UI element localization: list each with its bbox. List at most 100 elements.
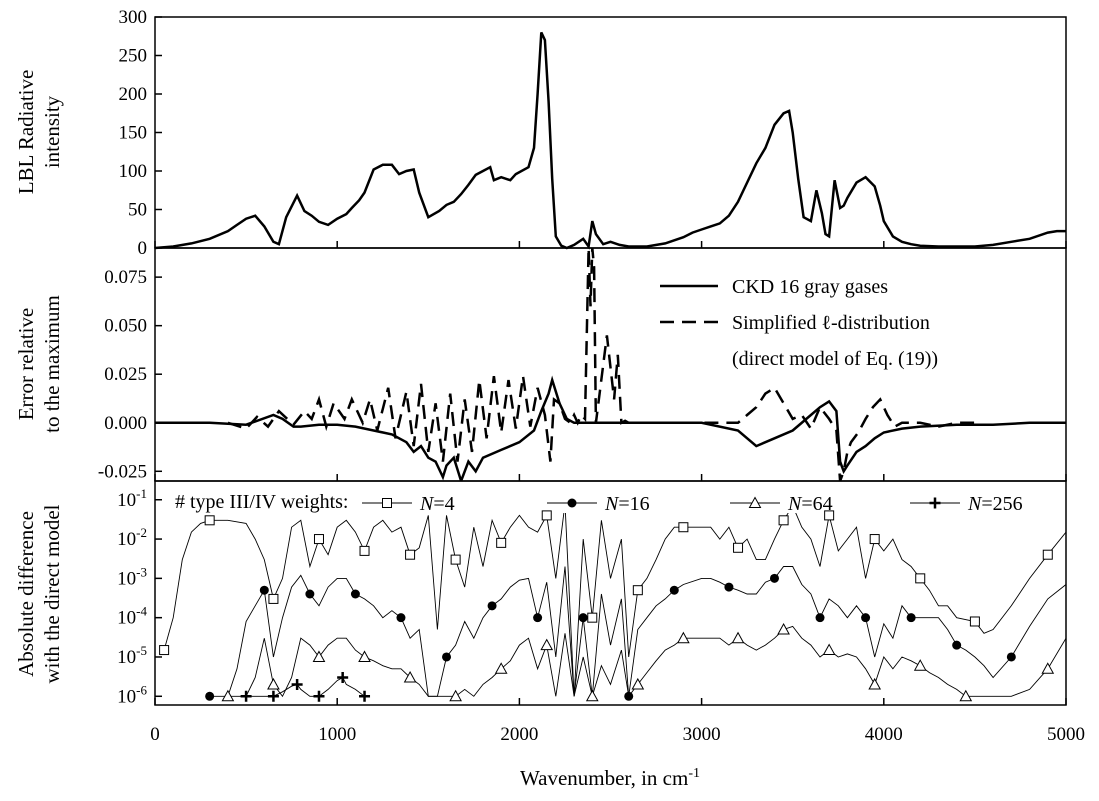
series-n16-line bbox=[209, 566, 1066, 697]
legend-n4-marker bbox=[382, 498, 392, 508]
panel-3-ylabel: Absolute differencewith the direct model bbox=[14, 504, 64, 683]
legend-simplified-label: Simplified ℓ-distribution bbox=[732, 312, 930, 334]
series-n4-marker bbox=[159, 645, 170, 656]
series-n64-marker bbox=[822, 643, 836, 656]
panel-1-ytick-label: 100 bbox=[119, 161, 148, 182]
series-n64-marker bbox=[358, 650, 371, 662]
panel-2-ytick-label: 0.000 bbox=[104, 413, 147, 434]
legend-n256-marker bbox=[929, 497, 941, 509]
x-axis-label-exponent: -1 bbox=[688, 766, 700, 781]
series-n64-marker bbox=[1041, 662, 1055, 674]
series-n64-line bbox=[227, 625, 1066, 699]
legend-n-symbol: N bbox=[604, 493, 620, 515]
panel-3-ytick-label: 10-4 bbox=[117, 604, 147, 629]
series-n256-marker bbox=[337, 672, 349, 684]
series-n16-marker bbox=[861, 613, 871, 623]
panel-2-ylabel-line-1: Error relative bbox=[14, 308, 38, 421]
series-n16-marker bbox=[396, 613, 406, 623]
series-n16-marker bbox=[724, 582, 734, 592]
series-n16-marker bbox=[205, 691, 215, 701]
panel-3-ytick-exponent: -5 bbox=[136, 643, 147, 658]
x-tick-label: 5000 bbox=[1047, 724, 1085, 745]
series-n64-marker bbox=[777, 622, 790, 635]
series-n4-marker bbox=[313, 534, 324, 545]
legend-n-symbol: N bbox=[787, 493, 803, 515]
panel-1-ytick-label: 250 bbox=[119, 46, 148, 67]
series-n4-marker bbox=[1042, 549, 1053, 560]
series-n4-marker bbox=[915, 573, 926, 584]
series-n16-marker bbox=[533, 613, 543, 623]
series-n4-marker bbox=[405, 549, 416, 560]
panel-3-ytick-exponent: -1 bbox=[136, 486, 147, 501]
panel-3-ytick-label: 10-1 bbox=[117, 486, 147, 511]
series-n4-marker bbox=[587, 612, 598, 623]
panel-1-ylabel-line-1: LBL Radiative bbox=[14, 70, 38, 195]
series-n4-line bbox=[163, 513, 1066, 697]
panel-2-ylabel-line-2: to the maximum bbox=[40, 295, 64, 433]
series-n64-marker bbox=[221, 689, 235, 702]
series-n16-marker bbox=[350, 589, 360, 599]
series-ckd-line bbox=[155, 375, 1066, 481]
x-axis-label: Wavenumber, in cm-1 bbox=[520, 766, 700, 790]
legend-weights-title: # type III/IV weights: bbox=[175, 491, 349, 513]
legend-n4-label: N=4 bbox=[419, 493, 455, 515]
series-simplified-line bbox=[227, 248, 975, 481]
x-tick-label: 0 bbox=[150, 724, 160, 745]
panel-2-ytick-label: 0.075 bbox=[104, 267, 147, 288]
series-n64-marker bbox=[731, 631, 745, 644]
panel-1-ytick-label: 50 bbox=[128, 200, 147, 221]
series-n4-marker bbox=[733, 542, 744, 553]
series-n4-marker bbox=[632, 585, 643, 596]
legend-simplified-label-2: (direct model of Eq. (19)) bbox=[732, 348, 938, 370]
series-n16-marker bbox=[769, 573, 779, 583]
series-n16-marker bbox=[578, 613, 588, 623]
series-n16-marker bbox=[487, 601, 497, 611]
panel-3-ytick-exponent: -6 bbox=[136, 682, 147, 697]
legend-n16-marker bbox=[567, 498, 577, 508]
series-n4-marker bbox=[778, 515, 789, 526]
panel-1-ytick-label: 200 bbox=[119, 84, 148, 105]
series-n4-marker bbox=[359, 545, 370, 556]
legend-n64-label: N=64 bbox=[787, 493, 833, 515]
series-n256-marker bbox=[291, 678, 303, 690]
series-n4-marker bbox=[204, 515, 215, 526]
series-n4-marker bbox=[496, 537, 507, 548]
legend-n-symbol: N bbox=[967, 493, 983, 515]
series-n16-marker bbox=[815, 613, 825, 623]
panel-3-frame bbox=[154, 480, 1067, 706]
legend-n16-label: N=16 bbox=[604, 493, 650, 515]
series-n4-marker bbox=[869, 534, 880, 545]
series-n256-marker bbox=[240, 690, 252, 702]
series-n64-marker bbox=[677, 631, 690, 644]
series-n64-marker bbox=[868, 677, 882, 690]
legend-n256-label: N=256 bbox=[967, 493, 1023, 515]
panel-3-ytick-exponent: -3 bbox=[136, 564, 147, 579]
series-n16-marker bbox=[259, 585, 269, 595]
legend-n-symbol: N bbox=[419, 493, 435, 515]
series-n256-marker bbox=[267, 690, 279, 702]
series-n16-marker bbox=[669, 585, 679, 595]
series-n64-marker bbox=[540, 638, 554, 651]
panel-3-ylabel-line-2: with the direct model bbox=[40, 504, 64, 683]
series-lbl-intensity-line bbox=[154, 31, 1066, 250]
panel-3-ytick-label: 10-6 bbox=[117, 682, 147, 707]
series-n16-marker bbox=[906, 613, 916, 623]
x-tick-label: 2000 bbox=[500, 724, 538, 745]
series-n64-marker bbox=[913, 659, 927, 671]
series-n64-marker bbox=[494, 662, 508, 674]
series-n256-marker bbox=[359, 690, 371, 702]
panel-3-ytick-exponent: -2 bbox=[136, 525, 147, 540]
x-tick-label: 1000 bbox=[318, 724, 356, 745]
series-n64-marker bbox=[585, 689, 599, 702]
panel-1-ytick-label: 0 bbox=[138, 238, 148, 259]
panel-1-frame bbox=[154, 16, 1067, 249]
series-n4-marker bbox=[541, 510, 552, 521]
panel-1-ytick-label: 300 bbox=[119, 7, 148, 28]
series-n64-marker bbox=[312, 650, 326, 662]
series-n16-marker bbox=[952, 640, 962, 650]
panel-1-ylabel: LBL Radiativeintensity bbox=[14, 70, 64, 195]
legend-n64-marker bbox=[748, 496, 762, 508]
series-n16-marker bbox=[442, 652, 452, 662]
series-n4-marker bbox=[678, 522, 689, 533]
